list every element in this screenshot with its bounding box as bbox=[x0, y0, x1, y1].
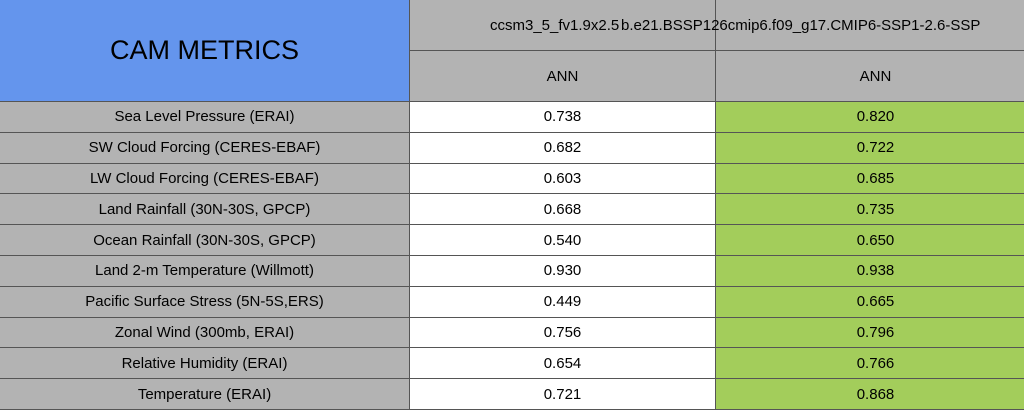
column-name: b.e21.BSSP126cmip6.f09_g17.CMIP6-SSP1-2.… bbox=[621, 17, 981, 34]
row-label: Land Rainfall (30N-30S, GPCP) bbox=[0, 194, 410, 226]
column-period: ANN bbox=[410, 51, 716, 102]
table-title: CAM METRICS bbox=[0, 0, 410, 102]
metric-value: 0.756 bbox=[410, 317, 716, 349]
metric-value: 0.766 bbox=[716, 348, 1024, 380]
row-label: Pacific Surface Stress (5N-5S,ERS) bbox=[0, 286, 410, 318]
metric-value: 0.738 bbox=[410, 102, 716, 133]
row-label: Ocean Rainfall (30N-30S, GPCP) bbox=[0, 225, 410, 256]
metric-value: 0.820 bbox=[716, 102, 1024, 133]
metric-value: 0.665 bbox=[716, 286, 1024, 318]
metric-value: 0.603 bbox=[410, 163, 716, 195]
row-label: LW Cloud Forcing (CERES-EBAF) bbox=[0, 163, 410, 195]
row-label: Land 2-m Temperature (Willmott) bbox=[0, 256, 410, 287]
metric-value: 0.654 bbox=[410, 348, 716, 380]
metric-value: 0.796 bbox=[716, 317, 1024, 349]
metric-value: 0.930 bbox=[410, 256, 716, 287]
metric-value: 0.668 bbox=[410, 194, 716, 226]
metric-value: 0.938 bbox=[716, 256, 1024, 287]
row-label: Zonal Wind (300mb, ERAI) bbox=[0, 317, 410, 349]
metric-value: 0.868 bbox=[716, 379, 1024, 410]
metric-value: 0.650 bbox=[716, 225, 1024, 256]
metric-value: 0.721 bbox=[410, 379, 716, 410]
metric-value: 0.449 bbox=[410, 286, 716, 318]
metric-value: 0.685 bbox=[716, 163, 1024, 195]
row-label: Relative Humidity (ERAI) bbox=[0, 348, 410, 380]
metric-value: 0.722 bbox=[716, 132, 1024, 164]
metric-value: 0.735 bbox=[716, 194, 1024, 226]
metric-value: 0.540 bbox=[410, 225, 716, 256]
column-header bbox=[410, 0, 716, 51]
metric-value: 0.682 bbox=[410, 132, 716, 164]
row-label: Sea Level Pressure (ERAI) bbox=[0, 102, 410, 133]
column-name: ccsm3_5_fv1.9x2.5 bbox=[490, 17, 620, 34]
column-period: ANN bbox=[716, 51, 1024, 102]
column-header bbox=[716, 0, 1024, 51]
row-label: Temperature (ERAI) bbox=[0, 379, 410, 410]
row-label: SW Cloud Forcing (CERES-EBAF) bbox=[0, 132, 410, 164]
